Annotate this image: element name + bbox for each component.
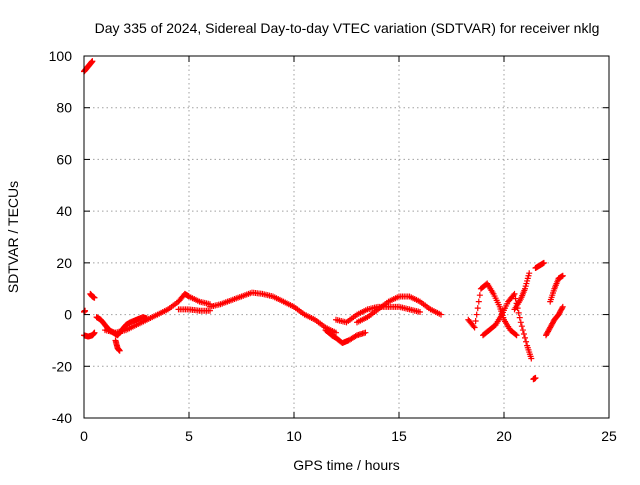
x-axis-title: GPS time / hours (293, 457, 400, 473)
data-point-marker (474, 305, 481, 312)
data-point-marker (510, 292, 517, 299)
y-tick-label: 20 (56, 255, 72, 271)
data-point-marker (522, 334, 528, 341)
data-point-marker (512, 331, 519, 338)
data-point-marker (526, 270, 533, 277)
grid-lines (84, 56, 609, 418)
x-tick-label: 0 (80, 428, 88, 444)
y-tick-label: -40 (52, 410, 72, 426)
plot-frame (83, 55, 610, 419)
x-tick-label: 15 (391, 428, 407, 444)
data-point-marker (559, 272, 566, 279)
data-point-marker (559, 305, 566, 312)
data-point-marker (516, 314, 523, 321)
y-tick-label: 100 (49, 48, 73, 64)
y-tick-label: -20 (52, 358, 72, 374)
data-point-marker (471, 324, 478, 331)
chart-title: Day 335 of 2024, Sidereal Day-to-day VTE… (95, 20, 600, 36)
data-point-marker (476, 292, 483, 299)
x-tick-label: 25 (601, 428, 617, 444)
data-point-marker (523, 338, 530, 345)
x-tick-label: 5 (185, 428, 193, 444)
y-tick-label: 60 (56, 151, 72, 167)
data-point-marker (116, 347, 123, 354)
data-point-marker (470, 323, 477, 330)
data-point-marker (438, 311, 444, 318)
data-point-marker (519, 327, 526, 334)
data-point-marker (520, 330, 527, 337)
y-axis-title: SDTVAR / TECUs (5, 181, 21, 293)
data-point-marker (82, 307, 89, 314)
data-point-marker (528, 355, 535, 362)
data-point-marker (362, 329, 369, 336)
data-point-marker (333, 329, 339, 336)
data-point-marker (91, 294, 98, 301)
data-point-marker (540, 259, 547, 266)
data-point-marker (91, 329, 98, 336)
data-point-marker (559, 303, 566, 310)
axis-ticks: 0 5 10 15 20 25 -40 -20 0 20 40 60 80 100 (49, 48, 617, 444)
data-point-marker (518, 323, 525, 330)
data-point-marker (515, 309, 522, 316)
y-tick-label: 80 (56, 100, 72, 116)
data-point-marker (532, 374, 539, 381)
data-point-marker (513, 332, 520, 339)
y-tick-label: 40 (56, 203, 72, 219)
x-tick-label: 20 (496, 428, 512, 444)
data-point-marker (512, 295, 519, 302)
data-point-marker (472, 318, 479, 325)
data-point-marker (511, 290, 518, 297)
data-point-marker (473, 311, 480, 318)
x-tick-label: 10 (286, 428, 302, 444)
data-point-marker (417, 308, 423, 315)
data-points (81, 58, 566, 383)
data-point-marker (89, 58, 96, 65)
data-point-marker (475, 298, 482, 305)
y-tick-label: 0 (64, 307, 72, 323)
data-point-marker (517, 319, 524, 326)
